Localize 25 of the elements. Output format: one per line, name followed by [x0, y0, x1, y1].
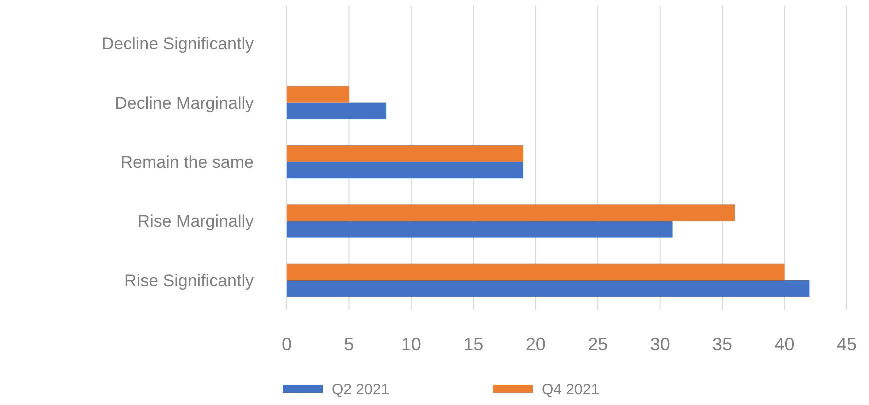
bar: [287, 264, 785, 280]
bar: [287, 280, 810, 297]
y-tick-label: Rise Significantly: [124, 271, 254, 290]
x-tick-label: 45: [836, 334, 858, 354]
bar: [287, 221, 673, 238]
bar: [287, 86, 350, 103]
bar: [287, 204, 735, 222]
x-tick-label: 35: [712, 334, 733, 354]
x-tick-label: 30: [650, 334, 670, 354]
x-tick-label: 15: [464, 334, 484, 354]
legend-label: Q2 2021: [332, 381, 390, 398]
y-tick-label: Rise Marginally: [138, 212, 254, 232]
x-tick-label: 5: [344, 334, 354, 354]
y-tick-label: Decline Marginally: [115, 94, 254, 113]
x-tick-label: 40: [774, 334, 795, 354]
bar: [287, 145, 524, 162]
x-tick-label: 0: [282, 334, 292, 354]
x-tick-label: 25: [588, 334, 608, 354]
legend-label: Q4 2021: [542, 381, 600, 398]
y-tick-label: Decline Significantly: [102, 34, 254, 54]
y-tick-label: Remain the same: [120, 152, 254, 172]
bar: [287, 102, 387, 120]
x-tick-label: 10: [401, 334, 422, 354]
x-tick-label: 20: [526, 334, 546, 354]
bar: [287, 162, 524, 179]
